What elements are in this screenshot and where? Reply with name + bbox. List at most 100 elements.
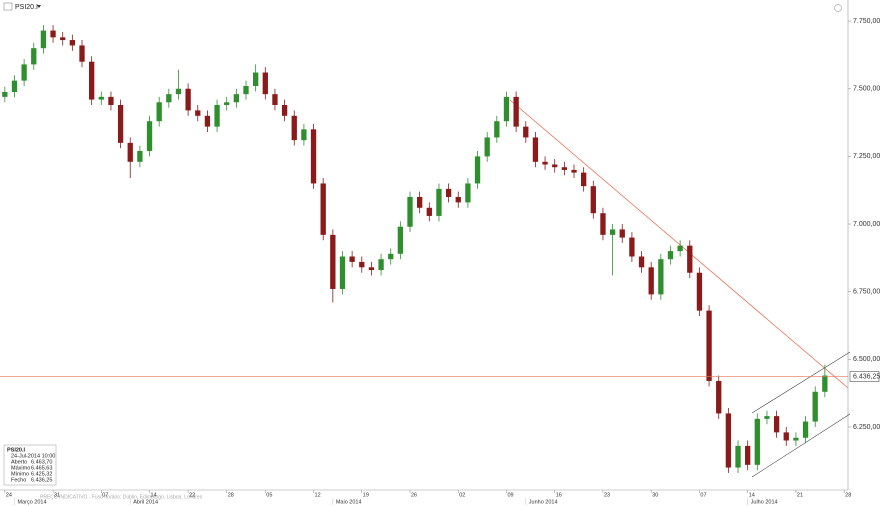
candle-body: [224, 102, 230, 105]
info-value: 6.425,32: [31, 471, 52, 477]
candle-body: [281, 104, 288, 116]
x-tick-label: 22: [189, 492, 195, 498]
candle-body: [98, 96, 104, 100]
candle-body: [243, 86, 249, 95]
info-frame: [3, 444, 57, 486]
candle-body: [706, 310, 712, 381]
candle-body: [677, 245, 683, 252]
candle-body: [88, 61, 95, 100]
candle-body: [802, 421, 809, 438]
y-tick-label: 6.750,00: [853, 289, 880, 296]
month-label: Junho 2014: [529, 499, 558, 505]
candle-body: [127, 142, 133, 162]
candle-body: [378, 259, 384, 271]
info-value: 6.463,70: [31, 459, 52, 465]
info-value: 6.436,25: [31, 477, 52, 483]
x-tick-label: 21: [797, 492, 803, 498]
candle-body: [503, 96, 510, 122]
candle-body: [195, 110, 201, 116]
candle-body: [561, 167, 568, 170]
candle-body: [484, 137, 490, 157]
candle-body: [339, 256, 346, 289]
candle-body: [638, 256, 645, 268]
candle-body: [2, 91, 8, 97]
info-box: PSI20.I 24-Jul-2014 10:00 Aberto 6.463,70…: [3, 444, 57, 486]
x-tick-label: 07: [700, 492, 706, 498]
candle-body: [629, 237, 635, 257]
x-tick-label: 24: [6, 492, 12, 498]
settings-icon[interactable]: [834, 4, 842, 12]
info-key: Mínimo: [11, 471, 29, 477]
candle-body: [513, 96, 519, 127]
candle-body: [619, 229, 625, 238]
candle-body: [725, 413, 732, 468]
candle-body: [552, 164, 558, 168]
y-tick-label: 6.500,00: [853, 356, 880, 363]
x-tick-label: 05: [266, 492, 272, 498]
x-tick-label: 16: [556, 492, 562, 498]
candle-body: [523, 126, 529, 138]
candle-body: [301, 129, 307, 141]
info-value: 6.465,63: [31, 465, 52, 471]
candle-body: [21, 64, 27, 81]
candle-body: [397, 226, 404, 254]
x-tick-label: 31: [54, 492, 60, 498]
candle-body: [166, 94, 172, 103]
candle-body: [542, 161, 548, 165]
month-label: Março 2014: [17, 499, 46, 505]
candle-body: [417, 196, 423, 208]
candle-body: [214, 104, 220, 127]
candle-body: [445, 188, 452, 197]
x-tick-label: 23: [604, 492, 610, 498]
candle-body: [156, 102, 162, 122]
x-tick-label: 19: [363, 492, 369, 498]
candle-body: [320, 183, 326, 235]
candle-body: [822, 375, 828, 392]
footer: PREÇO INDICATIVO - Fuso horário: Dublin,…: [40, 494, 203, 500]
candle-body: [773, 416, 780, 433]
candles: [2, 25, 828, 473]
candle-body: [793, 437, 799, 441]
trend-line: [509, 99, 849, 389]
x-tick-label: 28: [228, 492, 234, 498]
x-tick-label: 14: [151, 492, 157, 498]
x-tick-label: 02: [459, 492, 465, 498]
candle-body: [658, 259, 664, 295]
candle-body: [175, 88, 182, 95]
candle-body: [388, 253, 394, 260]
candle-body: [69, 40, 76, 46]
candle-body: [494, 121, 500, 138]
candle-body: [474, 156, 481, 184]
candle-body: [696, 272, 703, 311]
symbol-icon: [3, 2, 13, 11]
candle-body: [253, 72, 259, 87]
candle-body: [50, 30, 56, 38]
x-tick-label: 30: [652, 492, 658, 498]
candle-body: [204, 115, 211, 127]
candle-body: [465, 183, 471, 203]
candle-body: [11, 80, 18, 92]
month-label: Abril 2014: [133, 499, 158, 505]
info-key: Máximo: [11, 465, 30, 471]
candle-body: [185, 88, 191, 111]
symbol[interactable]: PSI20.I: [15, 4, 38, 11]
channel-upper: [751, 351, 851, 414]
candle-body: [330, 234, 336, 289]
candle-body: [687, 245, 693, 273]
info-key: Aberto: [11, 459, 27, 465]
candle-body: [262, 72, 268, 95]
symbol-dropdown[interactable]: [37, 5, 41, 8]
candle-body: [532, 137, 539, 162]
candle-body: [754, 418, 760, 465]
candle-body: [117, 104, 124, 143]
y-tick-label: 6.250,00: [853, 424, 880, 431]
candle-body: [233, 94, 240, 103]
y-tick-label: 7.750,00: [853, 18, 880, 25]
channel-lower: [751, 413, 851, 478]
candle-body: [571, 169, 577, 173]
candle-body: [581, 172, 587, 187]
info-key: Fecho: [11, 477, 26, 483]
x-tick-label: 12: [315, 492, 321, 498]
